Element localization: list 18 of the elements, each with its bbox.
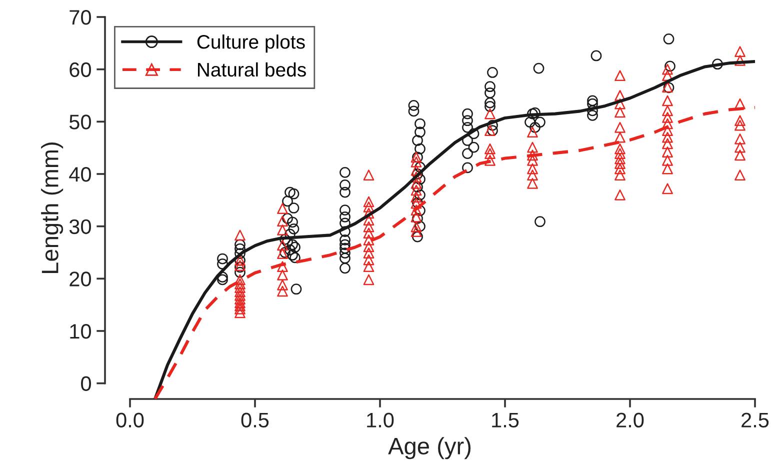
x-tick-label: 1.5 bbox=[492, 412, 519, 428]
y-tick-label: 50 bbox=[69, 114, 91, 130]
legend-label: Natural beds bbox=[198, 62, 306, 77]
x-tick-label: 2.0 bbox=[616, 412, 644, 428]
legend-label: Culture plots bbox=[197, 34, 305, 53]
y-tick-label: 0 bbox=[81, 376, 91, 392]
x-axis-title: Age (yr) bbox=[388, 437, 471, 460]
y-tick-label: 70 bbox=[70, 10, 91, 25]
x-tick-label: 2.5 bbox=[742, 412, 769, 428]
x-tick-label: 0.5 bbox=[241, 412, 269, 428]
x-tick-label: 1.0 bbox=[367, 412, 394, 428]
y-tick-label: 20 bbox=[70, 272, 91, 286]
y-tick-label: 10 bbox=[70, 324, 91, 339]
y-tick-label: 60 bbox=[70, 62, 91, 78]
y-axis-title: Length (mm) bbox=[41, 142, 64, 273]
y-tick-label: 40 bbox=[69, 166, 91, 182]
x-tick-label: 0.0 bbox=[116, 412, 144, 428]
y-tick-label: 30 bbox=[69, 219, 91, 234]
